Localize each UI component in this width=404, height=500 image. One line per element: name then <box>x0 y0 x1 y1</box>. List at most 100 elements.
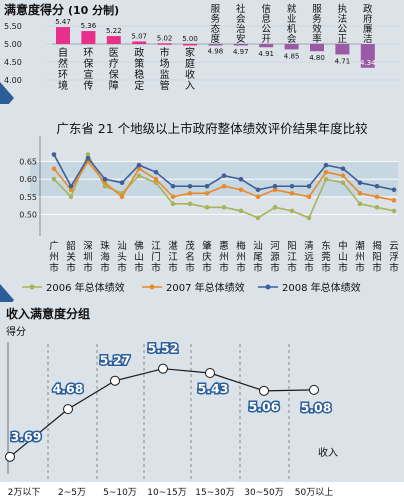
category-label: 茂名市 <box>185 240 195 274</box>
bar-value-label: 4.80 <box>309 54 325 62</box>
data-point <box>309 384 319 395</box>
data-point <box>374 205 380 210</box>
category-label: 梅州市 <box>236 240 246 274</box>
data-point <box>306 194 312 200</box>
bar <box>132 41 147 44</box>
category-label: 东莞市 <box>321 240 331 274</box>
legend-marker <box>265 284 271 290</box>
data-point <box>306 215 312 221</box>
data-point <box>170 201 176 207</box>
category-label: 30~50万 <box>244 488 283 498</box>
category-label: 15~30万 <box>195 488 234 498</box>
category-label: 江门市 <box>151 241 161 274</box>
data-value-label: 5.08 <box>301 400 332 415</box>
bar-value-label: 5.00 <box>182 35 198 43</box>
data-point <box>204 205 210 210</box>
category-label: 社会治安 <box>236 3 246 45</box>
category-label: 环保宣传 <box>83 48 93 92</box>
satisfaction-bar-chart: 满意度得分 (10 分制) 5.50 5.00 4.50 4.00 5.47 自然环境 5.36… <box>4 2 400 92</box>
y-tick-label: 5.00 <box>4 40 22 49</box>
bar <box>360 44 375 68</box>
category-label: 阳江市 <box>287 241 297 274</box>
category-label: 韶关市 <box>66 240 76 274</box>
bar <box>106 36 121 44</box>
bar-value-label: 4.91 <box>258 50 274 58</box>
data-value-label: 5.06 <box>249 399 280 414</box>
category-label: 10~15万 <box>147 488 186 498</box>
data-point <box>187 183 193 189</box>
data-point <box>289 183 295 189</box>
data-value-label: 5.27 <box>100 353 131 368</box>
data-point <box>136 173 142 178</box>
category-label: 河源市 <box>270 240 280 274</box>
category-label: 肇庆市 <box>202 240 212 274</box>
chart-title: 满意度得分 <box>4 2 64 17</box>
bar <box>56 27 70 44</box>
data-point <box>323 169 329 175</box>
data-point <box>153 176 159 182</box>
category-label: 就业机会 <box>287 3 297 45</box>
data-point <box>136 162 142 168</box>
data-point <box>204 190 210 196</box>
data-point <box>102 176 108 182</box>
legend-marker <box>149 284 155 290</box>
data-point <box>85 152 91 157</box>
data-point <box>259 385 269 396</box>
data-point <box>153 180 159 186</box>
category-label: 政府廉洁 <box>363 3 373 45</box>
bar <box>233 44 248 46</box>
category-label: 自然环境 <box>58 46 68 92</box>
category-label: 佛山市 <box>134 240 144 274</box>
category-label: 汕头市 <box>117 241 127 274</box>
data-point <box>153 169 159 175</box>
y-tick-label: 0.50 <box>19 210 37 219</box>
bar <box>310 44 324 52</box>
data-point <box>391 208 397 214</box>
data-point <box>357 190 363 196</box>
legend-marker <box>29 284 35 290</box>
category-label: 惠州市 <box>219 240 229 274</box>
category-label: 市场监管 <box>160 46 170 92</box>
bar-value-label: 4.98 <box>208 48 224 56</box>
data-point <box>119 180 125 186</box>
category-label: 2万以下 <box>8 488 41 498</box>
y-tick-label: 0.60 <box>19 175 37 184</box>
category-label: 服务效率 <box>312 4 322 45</box>
category-label: 信息公开 <box>261 3 271 45</box>
category-label: 中山市 <box>338 240 348 274</box>
category-label: 2~5万 <box>58 488 86 498</box>
data-point <box>170 194 176 200</box>
data-point <box>255 194 261 200</box>
city-performance-panel: 广东省 21 个地级以上市政府整体绩效评价结果年度比较 0.50 0.55 0.60 0… <box>0 104 404 302</box>
data-point <box>272 187 278 193</box>
category-label: 深圳市 <box>83 241 93 274</box>
data-point <box>110 375 120 386</box>
data-value-label: 3.69 <box>11 429 42 444</box>
data-point <box>221 205 227 210</box>
data-point <box>272 183 278 189</box>
category-label: 50万以上 <box>295 487 333 498</box>
data-point <box>238 187 244 193</box>
data-point <box>221 183 227 189</box>
category-label: 汕尾市 <box>253 241 263 274</box>
x-axis-label: 收入 <box>318 446 338 459</box>
bar <box>183 44 197 46</box>
data-point <box>357 180 363 186</box>
data-point <box>68 187 74 193</box>
category-label: 服务态度 <box>211 4 221 45</box>
bar <box>284 44 299 50</box>
chart-title: 广东省 21 个地级以上市政府整体绩效评价结果年度比较 <box>56 121 368 136</box>
category-label: 医疗保障 <box>109 47 119 92</box>
data-point <box>68 183 74 189</box>
category-label: 清远市 <box>304 240 314 274</box>
category-label: 执法公正 <box>338 3 348 45</box>
data-point <box>238 208 244 214</box>
x-label-band <box>0 482 404 500</box>
category-label: 云浮市 <box>389 241 399 274</box>
data-point <box>187 201 193 207</box>
data-point <box>323 162 329 168</box>
data-point <box>340 180 346 186</box>
data-point <box>102 180 108 186</box>
data-point <box>51 166 57 171</box>
